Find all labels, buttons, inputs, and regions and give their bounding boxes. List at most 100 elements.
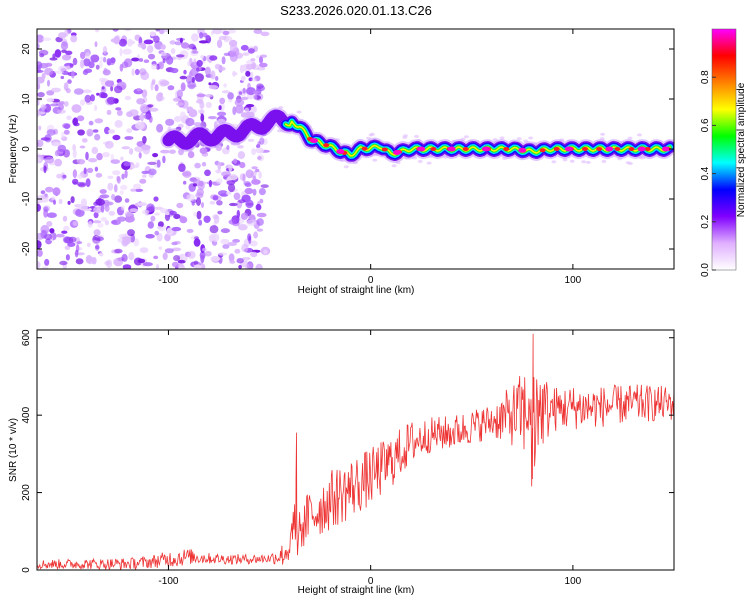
noise-blob — [218, 252, 228, 256]
colorbar-tick-label: 0.8 — [700, 70, 711, 84]
noise-blob — [152, 153, 159, 158]
noise-blob — [193, 260, 199, 266]
noise-blob — [227, 50, 237, 57]
noise-blob — [259, 54, 268, 58]
noise-blob — [127, 229, 135, 237]
noise-blob — [235, 104, 244, 114]
noise-blob — [226, 145, 230, 150]
noise-blob — [113, 35, 120, 45]
noise-blob — [216, 178, 223, 185]
snr-x-axis-label: Height of straight line (km) — [298, 585, 415, 596]
noise-blob — [104, 260, 111, 266]
noise-blob — [256, 55, 260, 59]
colorbar: 0.0 0.2 0.4 0.6 0.8 Normalized spectral ampl… — [700, 28, 747, 277]
noise-blob — [245, 63, 255, 70]
ridge-peak — [393, 150, 401, 155]
noise-blob — [172, 97, 181, 102]
noise-blob — [57, 144, 66, 152]
noise-blob — [37, 99, 40, 106]
noise-blob — [42, 266, 49, 269]
noise-blob — [243, 181, 251, 186]
noise-blob — [209, 200, 216, 205]
noise-blob — [251, 179, 261, 185]
ridge-peak — [481, 146, 490, 152]
noise-blob — [54, 150, 60, 157]
noise-blob — [171, 226, 182, 232]
noise-blob — [86, 256, 95, 265]
noise-blob — [139, 247, 149, 254]
noise-blob — [155, 29, 160, 32]
snr-x-ticks: -100 0 100 — [158, 330, 582, 587]
noise-blob — [50, 103, 59, 107]
noise-blob — [238, 199, 246, 204]
noise-blob — [170, 67, 179, 74]
noise-blob — [188, 71, 193, 79]
noise-blob — [129, 208, 139, 213]
noise-blob — [183, 180, 187, 185]
noise-blob — [111, 194, 116, 201]
noise-blob — [259, 198, 264, 204]
noise-blob — [165, 55, 174, 65]
noise-blob — [229, 44, 238, 52]
noise-blob — [248, 262, 254, 269]
noise-blob — [237, 224, 248, 231]
snr-y-axis-label: SNR (10 * v/v) — [8, 418, 19, 482]
noise-blob — [102, 152, 110, 158]
noise-blob — [150, 63, 158, 70]
noise-blob — [79, 145, 86, 149]
noise-blob — [165, 211, 170, 216]
noise-blob — [134, 188, 144, 192]
ridge-peak — [628, 147, 635, 151]
y-tick-label: 10 — [21, 93, 32, 105]
noise-blob — [215, 76, 219, 81]
noise-blob — [143, 39, 154, 45]
noise-blob — [43, 206, 49, 212]
noise-blob — [256, 218, 264, 226]
noise-blob — [114, 85, 123, 94]
noise-blob — [156, 226, 163, 230]
x-tick-label: 100 — [565, 275, 582, 286]
noise-blob — [217, 111, 227, 117]
noise-blob — [257, 154, 265, 162]
noise-blob — [212, 195, 219, 201]
noise-blob — [194, 236, 199, 240]
noise-blob — [115, 107, 122, 111]
noise-blob — [37, 92, 45, 98]
noise-blob — [112, 170, 121, 176]
noise-blob — [402, 134, 408, 138]
noise-blob — [233, 158, 238, 164]
noise-blob — [37, 249, 43, 257]
noise-blob — [74, 249, 79, 258]
noise-blob — [238, 91, 243, 95]
y-tick-label: -10 — [21, 191, 32, 206]
noise-blob — [116, 109, 123, 116]
ridge-peak — [462, 147, 469, 151]
noise-blob — [58, 198, 63, 205]
noise-blob — [581, 160, 587, 164]
noise-blob — [372, 158, 378, 162]
noise-blob — [124, 198, 130, 203]
noise-blob — [158, 29, 165, 35]
noise-blob — [37, 83, 41, 90]
noise-blob — [104, 220, 109, 226]
noise-blob — [159, 80, 170, 86]
noise-blob — [232, 70, 236, 77]
noise-blob — [237, 151, 246, 160]
noise-blob — [150, 81, 154, 91]
noise-blob — [148, 168, 157, 176]
noise-blob — [124, 215, 135, 223]
snr-y-ticks: 0 200 400 600 — [21, 329, 674, 573]
noise-blob — [95, 198, 105, 206]
noise-blob — [110, 159, 121, 165]
noise-blob — [162, 155, 166, 164]
y-tick-label: 0 — [21, 567, 32, 573]
noise-blob — [244, 107, 250, 113]
noise-blob — [173, 240, 181, 245]
noise-blob — [220, 228, 230, 234]
noise-blob — [77, 129, 85, 136]
noise-blob — [208, 82, 212, 86]
noise-blob — [180, 82, 186, 92]
noise-blob — [71, 104, 82, 113]
noise-blob — [601, 159, 607, 163]
noise-blob — [183, 69, 187, 75]
